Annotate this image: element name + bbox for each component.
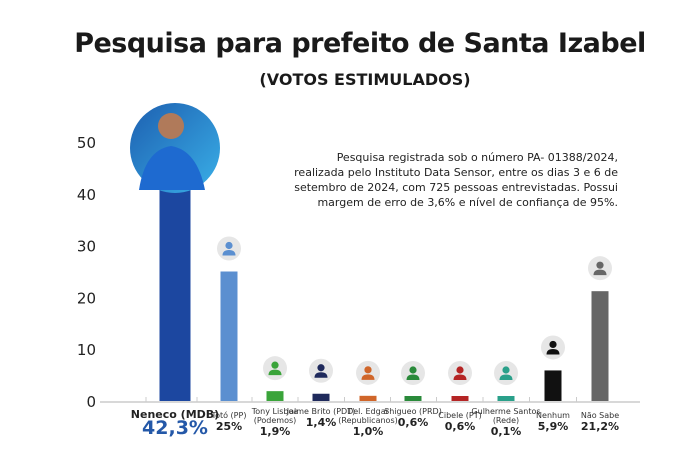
y-tick-label: 20: [77, 289, 96, 307]
category-name: Gulherme Santos (Rede): [471, 407, 541, 425]
bar-9: [591, 291, 609, 401]
value-label: 25%: [215, 420, 243, 433]
category-label: Tony Lisboa (Podemos) 1,9%: [240, 407, 310, 438]
value-label: 21,2%: [580, 420, 620, 433]
category-name: Nenhum: [536, 411, 570, 420]
category-name: Neneco (MDB): [130, 408, 220, 421]
bar-8: [544, 370, 562, 401]
category-name: Jaime Brito (PDT): [286, 407, 356, 416]
category-label: Shigueo (PRD) 0,6%: [378, 407, 448, 429]
bar-0: [159, 181, 191, 401]
category-label: Não Sabe 21,2%: [565, 411, 635, 433]
candidate-photo-body: [139, 146, 205, 190]
person-icon-body: [499, 374, 513, 380]
category-name: Não Sabe: [580, 411, 620, 420]
y-tick-label: 50: [77, 134, 96, 152]
survey-note: Pesquisa registrada sob o número PA- 013…: [294, 151, 618, 209]
category-label: Nenhum 5,9%: [518, 411, 588, 433]
bar-6: [451, 396, 469, 401]
bar-3: [312, 393, 330, 401]
person-icon: [549, 340, 557, 349]
category-name: Totó (PP): [211, 411, 247, 420]
category-name: Cibele (PT): [438, 411, 482, 420]
y-tick-label: 40: [77, 186, 96, 204]
chart-title: Pesquisa para prefeito de Santa Izabel: [74, 28, 646, 59]
candidate-photo-head: [158, 113, 184, 139]
bar-1: [220, 271, 238, 401]
value-label: 42,3%: [142, 417, 208, 439]
value-label: 1,0%: [352, 425, 384, 438]
category-label: Neneco (MDB) 42,3%: [130, 408, 220, 439]
bar-5: [404, 396, 422, 401]
person-icon: [271, 361, 279, 369]
value-label: 5,9%: [537, 420, 569, 433]
category-label: Cibele (PT) 0,6%: [425, 411, 495, 433]
person-icon-body: [268, 369, 282, 376]
value-label: 0,1%: [490, 425, 522, 438]
category-label: Totó (PP) 25%: [194, 411, 264, 433]
person-icon-body: [406, 374, 420, 380]
person-icon: [596, 261, 604, 269]
person-icon-body: [453, 374, 467, 380]
chart-subtitle: (VOTOS ESTIMULADOS): [259, 70, 471, 89]
person-icon-body: [361, 374, 375, 380]
person-icon-body: [593, 269, 607, 276]
category-name: Tony Lisboa (Podemos): [251, 407, 299, 425]
y-tick-label: 30: [77, 238, 96, 256]
person-icon: [409, 366, 417, 374]
category-label: Gulherme Santos (Rede) 0,1%: [471, 407, 541, 438]
bar-7: [497, 396, 515, 401]
y-tick-label: 0: [86, 393, 96, 411]
bar-2: [266, 391, 284, 401]
category-label: Jaime Brito (PDT) 1,4%: [286, 407, 356, 429]
person-icon: [502, 366, 510, 374]
person-icon: [225, 241, 233, 250]
value-label: 1,9%: [259, 425, 291, 438]
person-icon: [317, 364, 325, 372]
person-icon: [364, 366, 372, 374]
person-icon-body: [546, 348, 560, 355]
category-name: Shigueo (PRD): [384, 407, 442, 416]
value-label: 0,6%: [397, 416, 429, 429]
bar-4: [359, 395, 377, 401]
category-name: Del. Edgar (Republicanos): [338, 407, 398, 425]
category-label: Del. Edgar (Republicanos) 1,0%: [333, 407, 403, 438]
person-icon: [456, 366, 464, 374]
y-tick-label: 10: [77, 341, 96, 359]
person-icon-body: [222, 250, 236, 256]
value-label: 0,6%: [444, 420, 476, 433]
person-icon-body: [314, 372, 328, 378]
value-label: 1,4%: [305, 416, 337, 429]
